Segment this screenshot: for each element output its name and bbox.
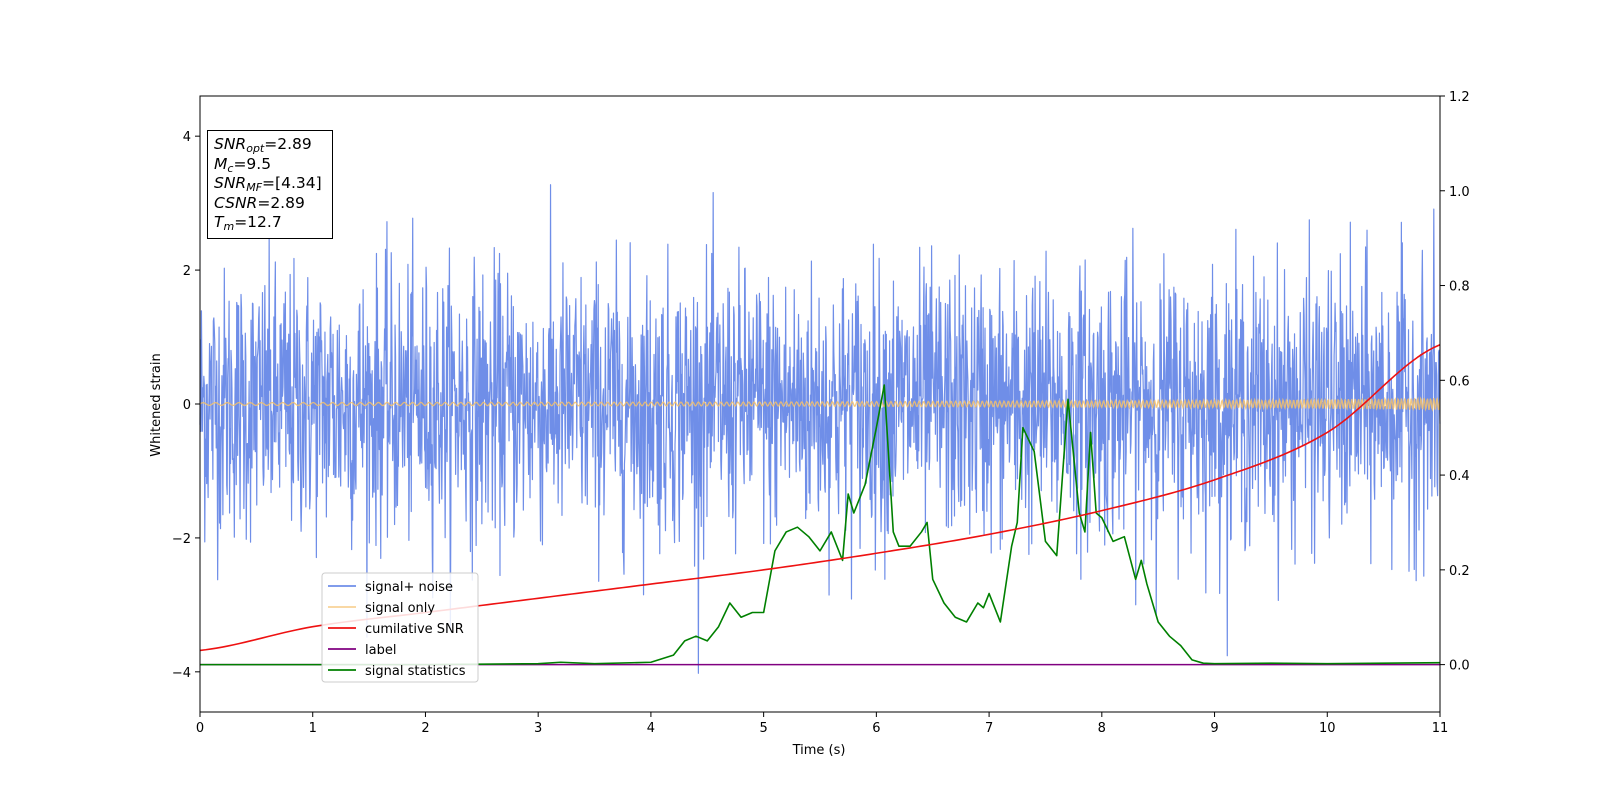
y-axis-right: 0.0 0.2 0.4 0.6 0.8 1.0 1.2 xyxy=(1440,90,1470,674)
y2-tick-label: 0.4 xyxy=(1449,469,1470,484)
y-tick-label: 0 xyxy=(183,398,191,413)
x-tick-label: 5 xyxy=(759,721,767,736)
x-tick-label: 0 xyxy=(196,721,204,736)
x-axis: 0 1 2 3 4 5 6 7 8 9 10 11 xyxy=(196,712,1448,736)
y-tick-label: −2 xyxy=(172,532,191,547)
info-csnr: CSNR=2.89 xyxy=(214,193,305,212)
info-snr-opt: SNRopt=2.89 xyxy=(214,135,312,155)
legend-label: signal statistics xyxy=(365,664,466,679)
y-axis-left: −4 −2 0 2 4 xyxy=(172,130,200,681)
signal-statistics-line xyxy=(200,384,1441,666)
x-tick-label: 4 xyxy=(647,721,655,736)
y-axis-label: Whitened strain xyxy=(149,353,164,456)
x-tick-label: 7 xyxy=(985,721,993,736)
x-tick-label: 2 xyxy=(421,721,429,736)
info-mc: Mc=9.5 xyxy=(214,154,272,175)
signal-only-path xyxy=(199,396,1441,412)
x-tick-label: 10 xyxy=(1319,721,1336,736)
x-tick-label: 9 xyxy=(1210,721,1218,736)
x-tick-label: 3 xyxy=(534,721,542,736)
legend-label: signal only xyxy=(365,601,435,616)
y-tick-label: 4 xyxy=(183,130,191,145)
y2-tick-label: 1.2 xyxy=(1449,90,1470,105)
y2-tick-label: 0.2 xyxy=(1449,564,1470,579)
legend-label: label xyxy=(365,643,396,658)
signal-statistics-path xyxy=(200,384,1441,666)
info-snr-mf: SNRMF=[4.34] xyxy=(214,174,322,194)
x-tick-label: 8 xyxy=(1098,721,1106,736)
legend-label: cumilative SNR xyxy=(365,622,464,637)
x-tick-label: 11 xyxy=(1432,721,1449,736)
x-tick-label: 6 xyxy=(872,721,880,736)
y-tick-label: 2 xyxy=(183,264,191,279)
x-tick-label: 1 xyxy=(309,721,317,736)
info-box: SNRopt=2.89 Mc=9.5 SNRMF=[4.34] CSNR=2.8… xyxy=(207,130,333,239)
signal-only-line xyxy=(199,396,1441,412)
y2-tick-label: 0.6 xyxy=(1449,374,1470,389)
y2-tick-label: 0.8 xyxy=(1449,280,1470,295)
info-tm: Tm=12.7 xyxy=(214,213,282,233)
y-tick-label: −4 xyxy=(172,666,191,681)
x-axis-label: Time (s) xyxy=(792,743,846,758)
y2-tick-label: 1.0 xyxy=(1449,185,1470,200)
y2-tick-label: 0.0 xyxy=(1449,659,1470,674)
legend-box xyxy=(321,572,479,683)
signal-noise-line xyxy=(199,184,1441,674)
legend-label: signal+ noise xyxy=(365,580,453,595)
legend: signal+ noise signal only cumilative SNR la… xyxy=(321,572,479,683)
signal-noise-path xyxy=(199,184,1441,674)
